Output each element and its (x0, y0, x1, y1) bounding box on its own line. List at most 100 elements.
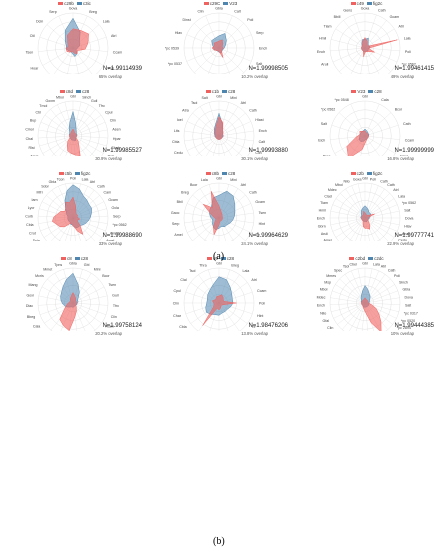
grid-spoke (364, 217, 400, 225)
radar-panel-p3: c49 fig2c Goxa Cath Gcam Atrl Lala Poli *pc 0562… (292, 0, 438, 88)
axis-label: Clad (324, 194, 331, 198)
axis-label: Bbil (177, 200, 183, 204)
series-red-area (51, 196, 84, 236)
axis-label: Cath (97, 185, 105, 189)
axis-label: Thra (199, 263, 206, 267)
axis-label: Amel (30, 155, 38, 157)
axis-label: Guil (91, 99, 98, 103)
series-blue-swatch (74, 257, 80, 261)
grid-spoke (364, 112, 392, 137)
grid-spoke (212, 135, 220, 156)
axis-label: Gbl (70, 95, 76, 99)
axis-label: Tfr (255, 233, 260, 237)
axis-label: Mmet (43, 267, 52, 271)
axis-label: Poli (108, 155, 114, 157)
series-blue-swatch (76, 90, 81, 94)
axis-label: Cath (378, 9, 386, 13)
overlap-value: 20.2% overlap (95, 331, 122, 336)
panel-legend: c8b c28 (146, 171, 292, 177)
grid-spoke (218, 135, 254, 142)
grid-spoke (331, 39, 366, 49)
grid-spoke (330, 217, 366, 225)
axis-label: *pc 0562 (402, 201, 416, 205)
grid-spoke (364, 284, 395, 304)
grid-spoke (339, 47, 366, 72)
series-red-label: c8d (65, 89, 73, 94)
axis-label: Gbla (215, 7, 223, 11)
grid-spoke (333, 302, 366, 319)
grid-spoke (330, 47, 366, 52)
axis-label: Cbal (26, 137, 34, 141)
axis-label: Bbeg (27, 315, 35, 319)
axis-label: Amel (106, 239, 114, 241)
axis-label: Cala (33, 325, 40, 329)
axis-label: Cpul (105, 111, 113, 115)
axis-label: Dcin (36, 20, 43, 24)
overlap-value: 49% overlap (390, 74, 414, 79)
radar-chart: GblMiniAtrlCathGcamTsenHlntTfrCpulClinAs… (171, 177, 266, 241)
axis-label: Calt (234, 10, 240, 14)
axis-label: Salt (321, 122, 327, 126)
radar-panel-p1: c29bc3icGovaBregLalaAtrlCcamPoliGsolSalt… (0, 0, 146, 88)
grid-spoke (364, 135, 380, 156)
axis-label: Bcor (190, 183, 198, 187)
axis-label: Goxa (353, 177, 362, 181)
axis-label: Tsen (26, 51, 34, 55)
overlap-value: 24.1% overlap (241, 241, 268, 246)
axis-label: Ccam (257, 289, 266, 293)
series-blue-swatch (220, 257, 226, 261)
axis-label: Serp (256, 31, 264, 35)
axis-label: Serp (113, 214, 121, 218)
series-red-area (211, 39, 224, 58)
series-red-area (59, 291, 77, 331)
axis-label: Atrl (111, 34, 117, 38)
grid-spoke (67, 47, 74, 74)
axis-label: Lala (201, 178, 208, 182)
axis-label: Gbla (69, 262, 77, 266)
axis-label: *pc 0548 (335, 98, 349, 102)
axis-label: Dova (405, 217, 413, 221)
overlap-value: 33% overlap (98, 241, 122, 246)
overlap-value: 30.9% overlap (95, 156, 122, 161)
axis-label: Lala (243, 269, 250, 273)
axis-label: Iarn (31, 198, 37, 202)
axis-label: Hmil (319, 37, 326, 41)
axis-label: Cath (403, 122, 411, 126)
axis-label: Atrl (241, 183, 247, 187)
series-blue-swatch (74, 172, 80, 176)
series-blue-swatch (368, 257, 374, 261)
axis-label: Breg (323, 155, 331, 157)
axis-label: Breg (89, 10, 97, 14)
series-blue-label: c28 (374, 89, 382, 94)
series-red-label: c2bd (355, 256, 366, 261)
grid-spoke (218, 135, 243, 156)
axis-label: Cbla (179, 325, 186, 329)
grid-spoke (72, 295, 108, 304)
axis-label: Nilo (320, 312, 326, 316)
axis-label: Poli (70, 177, 76, 181)
axis-label: Hlav (175, 31, 182, 35)
grid-spoke (72, 109, 96, 137)
axis-label: Rlst (28, 146, 34, 150)
axis-label: Hlast (255, 118, 263, 122)
overlap-value: 65% overlap (98, 74, 122, 79)
axis-label: Dcin (33, 239, 40, 241)
axis-label: Gbl (362, 262, 368, 266)
axis-label: Mbol (320, 288, 328, 292)
axis-label: Eich (318, 139, 325, 143)
axis-label: Cath (387, 183, 395, 187)
grid-spoke (330, 297, 366, 304)
grid-spoke (335, 217, 366, 238)
grid-spoke (364, 103, 380, 137)
axis-label: *pc 2894 (397, 326, 411, 330)
axis-label: Mang (28, 283, 37, 287)
series-blue-label: c28 (228, 89, 236, 94)
grid-spoke (364, 135, 396, 154)
axis-label: Gfal (322, 319, 329, 323)
axis-label: Clin (110, 119, 116, 123)
axis-label: Atrl (251, 278, 257, 282)
n-value: N=1.99999999 (394, 148, 434, 154)
axis-label: Cedu (174, 151, 183, 155)
axis-label: Dlac (26, 304, 33, 308)
